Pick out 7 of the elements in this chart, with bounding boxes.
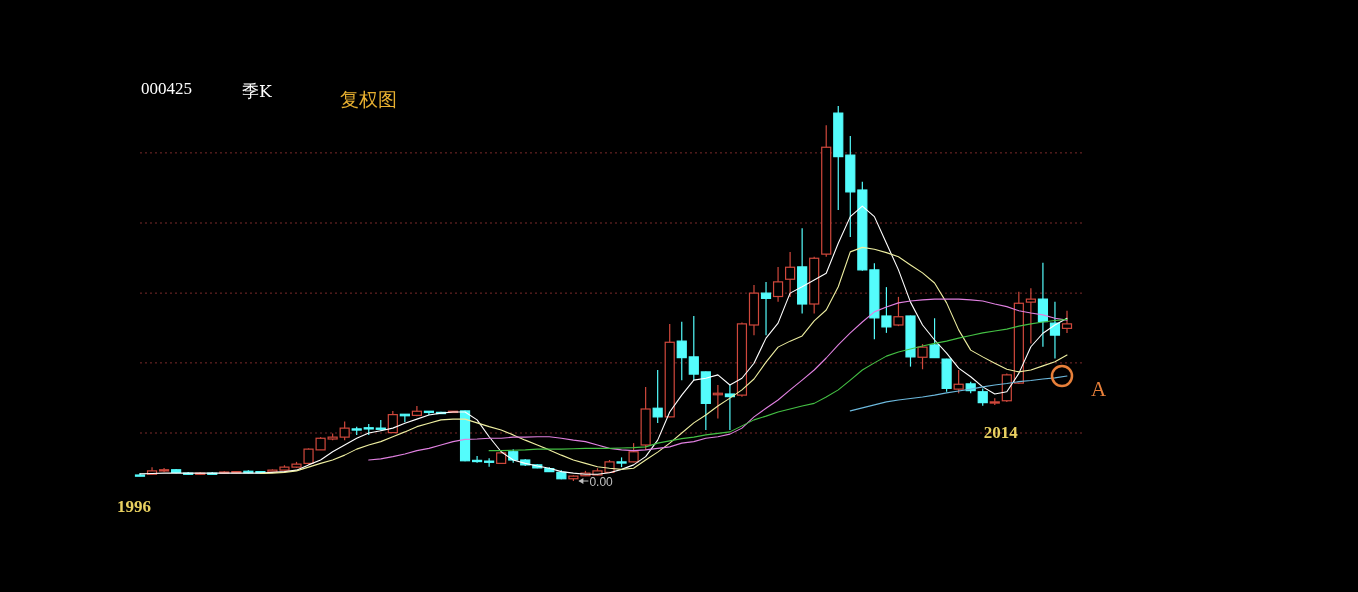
x-tick-label: 2014 bbox=[983, 422, 1019, 442]
annotation: 复权图 bbox=[340, 88, 397, 110]
annotation: 0.00 bbox=[589, 475, 614, 489]
x-tick-label: 1996 bbox=[117, 497, 151, 517]
chart-subtitle: 季K bbox=[242, 81, 272, 101]
chart-title: 000425 bbox=[141, 79, 192, 98]
text: A bbox=[1091, 377, 1107, 401]
